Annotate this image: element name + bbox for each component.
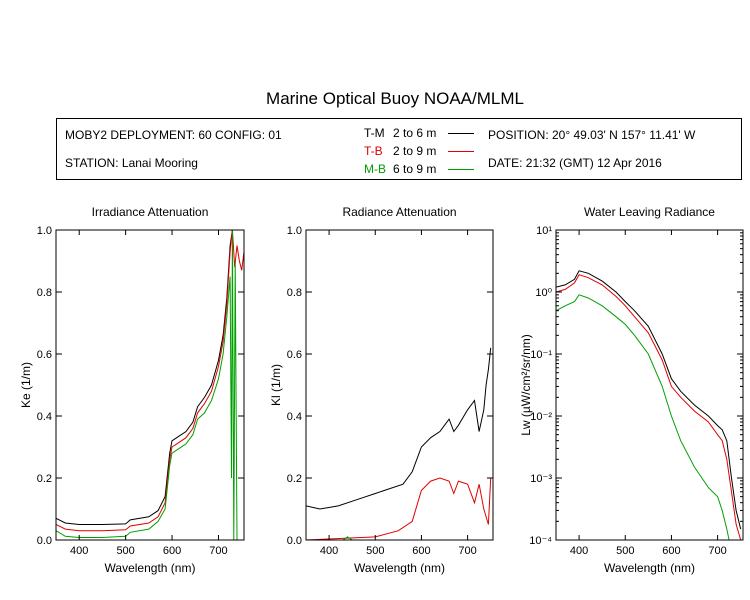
y-tick-label: 0.2 (287, 473, 302, 485)
legend-line-t-m (448, 133, 474, 134)
y-tick-label: 0.2 (37, 473, 52, 485)
legend-depths: 6 to 9 m (393, 162, 437, 176)
info-box: MOBY2 DEPLOYMENT: 60 CONFIG: 01 STATION:… (56, 118, 742, 180)
legend-code: T-M (364, 126, 385, 140)
x-tick-label: 700 (458, 545, 476, 557)
series-line-t-b (556, 274, 742, 540)
y-tick-label: 0.6 (287, 349, 302, 361)
y-axis-label: Lw (µW/cm²/sr/nm) (519, 334, 533, 436)
series-line-m-b (342, 536, 353, 540)
series-group (56, 230, 244, 540)
legend-depths: 2 to 6 m (393, 126, 437, 140)
y-tick-label: 1.0 (287, 225, 302, 237)
chart-2: Radiance Attenuation 400 500 600 700 0.0 0.2 0.… (269, 205, 494, 575)
plot-frame (555, 229, 744, 541)
x-tick-label: 500 (116, 545, 134, 557)
station-label: STATION: Lanai Mooring (65, 156, 198, 170)
x-tick-label: 500 (616, 545, 634, 557)
legend-line-t-b (448, 151, 474, 152)
series-line-t-b (306, 477, 492, 540)
y-tick-label: 0.6 (37, 349, 52, 361)
y-axis-label: Ke (1/m) (19, 362, 33, 408)
x-tick-label: 600 (163, 545, 181, 557)
y-tick-label: 0.0 (287, 535, 302, 547)
y-tick-label: 10⁻⁴ (529, 535, 552, 547)
x-tick-label: 400 (570, 545, 588, 557)
series-line-t-m (306, 347, 492, 510)
y-tick-label: 0.0 (37, 535, 52, 547)
deployment-label: MOBY2 DEPLOYMENT: 60 CONFIG: 01 (65, 128, 282, 142)
chart-title: Irradiance Attenuation (92, 205, 209, 219)
x-tick-label: 400 (70, 545, 88, 557)
date-label: DATE: 21:32 (GMT) 12 Apr 2016 (488, 156, 662, 170)
x-tick-label: 600 (662, 545, 680, 557)
legend-code: M-B (364, 162, 386, 176)
series-line-m-b (56, 230, 238, 540)
x-tick-label: 700 (209, 545, 227, 557)
y-tick-label: 1.0 (37, 225, 52, 237)
page-title: Marine Optical Buoy NOAA/MLML (266, 89, 524, 108)
x-axis-label: Wavelength (nm) (354, 561, 445, 575)
chart-title: Water Leaving Radiance (584, 205, 715, 219)
y-tick-label: 0.4 (37, 411, 52, 423)
y-tick-label: 10⁻¹ (530, 349, 552, 361)
y-tick-label: 10⁻² (530, 411, 552, 423)
y-tick-label: 10¹ (536, 225, 552, 237)
x-tick-label: 500 (366, 545, 384, 557)
x-tick-label: 600 (412, 545, 430, 557)
chart-1: Irradiance Attenuation 400 500 600 700 0.0 0.2… (19, 205, 245, 575)
y-tick-label: 10⁰ (535, 287, 552, 299)
plot-frame (55, 229, 245, 541)
series-group (306, 347, 492, 540)
chart-3: Water Leaving Radiance 400 500 600 700 10⁻⁴ 10… (519, 205, 744, 575)
position-label: POSITION: 20° 49.03' N 157° 11.41' W (488, 128, 696, 142)
y-tick-label: 0.8 (287, 287, 302, 299)
x-tick-label: 700 (708, 545, 726, 557)
series-line-t-b (56, 230, 244, 532)
y-tick-label: 0.4 (287, 411, 302, 423)
x-axis-label: Wavelength (nm) (105, 561, 196, 575)
plot-frame (305, 229, 494, 541)
x-tick-label: 400 (320, 545, 338, 557)
series-group (556, 270, 742, 540)
chart-title: Radiance Attenuation (342, 205, 456, 219)
y-axis-label: Kl (1/m) (269, 364, 283, 406)
y-tick-label: 10⁻³ (530, 473, 552, 485)
x-axis-label: Wavelength (nm) (604, 561, 695, 575)
y-tick-label: 0.8 (37, 287, 52, 299)
series-line-t-m (56, 230, 233, 525)
legend-line-m-b (448, 169, 474, 170)
series-line-t-m (556, 270, 742, 530)
legend-code: T-B (364, 144, 383, 158)
legend-depths: 2 to 9 m (393, 144, 437, 158)
series-line-m-b (556, 294, 730, 540)
